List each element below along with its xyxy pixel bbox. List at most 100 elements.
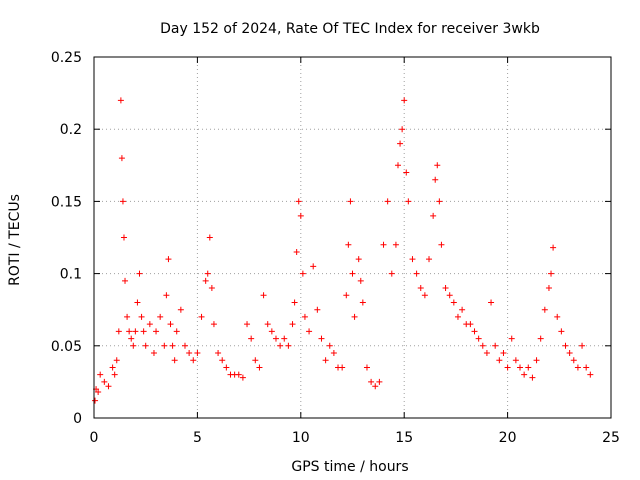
data-point [122, 277, 129, 284]
data-point [450, 299, 457, 306]
data-point [380, 241, 387, 248]
data-point [223, 364, 230, 371]
data-point [397, 140, 404, 147]
data-point [208, 285, 215, 292]
y-tick-label: 0.25 [51, 50, 82, 66]
data-point [541, 306, 548, 313]
x-tick-label: 15 [395, 430, 413, 446]
data-point [130, 342, 137, 349]
data-point [508, 335, 515, 342]
y-tick-label: 0.15 [51, 194, 82, 210]
data-point [351, 313, 358, 320]
data-point [293, 248, 300, 255]
data-point [244, 321, 251, 328]
data-point [349, 270, 356, 277]
data-point [118, 155, 125, 162]
data-point [128, 335, 135, 342]
data-point [432, 176, 439, 183]
y-tick-label: 0 [73, 411, 82, 427]
data-point [359, 299, 366, 306]
data-point [399, 126, 406, 133]
data-point [132, 328, 139, 335]
data-point [138, 313, 145, 320]
data-point [421, 292, 428, 299]
data-point [115, 328, 122, 335]
data-point [97, 371, 104, 378]
data-point [409, 256, 416, 263]
data-point [210, 321, 217, 328]
data-point [272, 335, 279, 342]
data-point [146, 321, 153, 328]
data-point [322, 357, 329, 364]
data-point [277, 342, 284, 349]
data-point [194, 350, 201, 357]
data-point [101, 378, 108, 385]
data-point [235, 371, 242, 378]
plot-frame [93, 56, 612, 419]
data-point [459, 306, 466, 313]
data-point [562, 342, 569, 349]
data-point [190, 357, 197, 364]
data-point [330, 350, 337, 357]
data-point [105, 383, 112, 390]
data-point [521, 371, 528, 378]
data-point [363, 364, 370, 371]
data-point [403, 169, 410, 176]
data-point [401, 97, 408, 104]
data-point [92, 397, 99, 404]
data-point [299, 270, 306, 277]
data-point [430, 212, 437, 219]
grid-lines [94, 57, 611, 418]
data-point [574, 364, 581, 371]
data-point [177, 306, 184, 313]
data-point [355, 256, 362, 263]
data-point [285, 342, 292, 349]
data-point [260, 292, 267, 299]
data-points [92, 97, 594, 404]
data-point [394, 162, 401, 169]
data-point [256, 364, 263, 371]
data-point [566, 350, 573, 357]
data-point [442, 285, 449, 292]
data-point [579, 342, 586, 349]
data-point [384, 198, 391, 205]
chart-title: Day 152 of 2024, Rate Of TEC Index for r… [160, 21, 540, 37]
data-point [339, 364, 346, 371]
data-point [142, 342, 149, 349]
data-point [483, 350, 490, 357]
data-point [583, 364, 590, 371]
data-point [446, 292, 453, 299]
data-point [206, 234, 213, 241]
data-point [343, 292, 350, 299]
data-point [318, 335, 325, 342]
data-point [301, 313, 308, 320]
data-point [529, 374, 536, 381]
data-point [281, 335, 288, 342]
data-point [264, 321, 271, 328]
y-axis-title: ROTI / TECUs [7, 194, 23, 286]
data-point [533, 357, 540, 364]
data-point [239, 374, 246, 381]
data-point [140, 328, 147, 335]
x-axis-title: GPS time / hours [291, 459, 408, 475]
data-point [198, 313, 205, 320]
data-point [181, 342, 188, 349]
data-point [467, 321, 474, 328]
data-point [163, 292, 170, 299]
data-point [525, 364, 532, 371]
data-point [186, 350, 193, 357]
data-point [554, 313, 561, 320]
data-point [95, 389, 102, 396]
data-point [570, 357, 577, 364]
data-point [426, 256, 433, 263]
data-point [134, 299, 141, 306]
data-point [548, 270, 555, 277]
data-point [157, 313, 164, 320]
data-point [113, 357, 120, 364]
data-point [111, 371, 118, 378]
data-point [475, 335, 482, 342]
x-tick-label: 5 [193, 430, 202, 446]
data-point [492, 342, 499, 349]
data-point [471, 328, 478, 335]
